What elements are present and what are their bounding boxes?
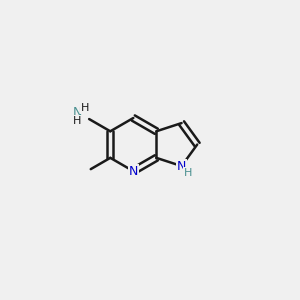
Text: N: N bbox=[73, 106, 82, 119]
Text: H: H bbox=[184, 168, 192, 178]
Text: H: H bbox=[74, 116, 82, 126]
Text: N: N bbox=[129, 165, 138, 178]
Text: H: H bbox=[81, 103, 89, 113]
Text: N: N bbox=[177, 160, 186, 172]
